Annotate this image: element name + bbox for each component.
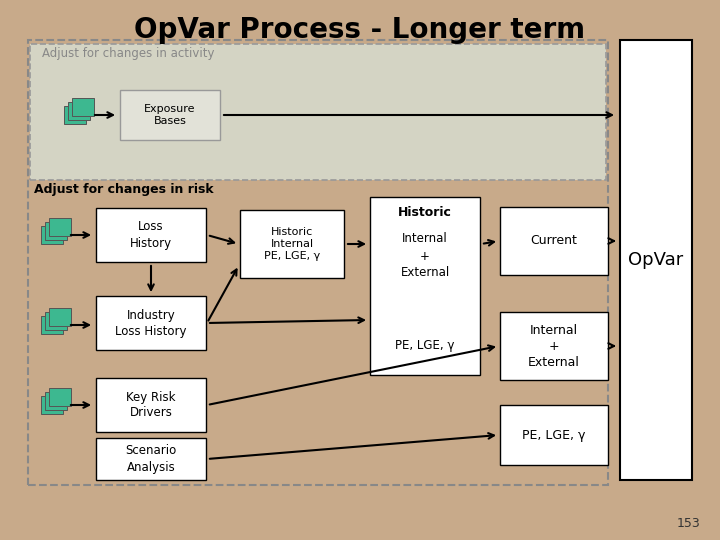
Bar — [49, 308, 71, 326]
Bar — [49, 388, 71, 406]
Bar — [96, 296, 206, 350]
Text: PE, LGE, γ: PE, LGE, γ — [522, 429, 586, 442]
Text: OpVar: OpVar — [629, 251, 683, 269]
Bar — [30, 44, 606, 180]
Bar — [68, 102, 90, 120]
Bar — [620, 40, 692, 480]
Bar — [45, 312, 67, 330]
Bar — [120, 90, 220, 140]
Text: Loss
History: Loss History — [130, 220, 172, 249]
Text: Key Risk
Drivers: Key Risk Drivers — [126, 390, 176, 420]
Bar — [41, 396, 63, 414]
Bar — [370, 197, 480, 375]
Bar — [500, 405, 608, 465]
Text: Adjust for changes in risk: Adjust for changes in risk — [34, 184, 214, 197]
Bar — [41, 316, 63, 334]
Bar — [49, 218, 71, 236]
Bar — [64, 106, 86, 124]
Text: PE, LGE, γ: PE, LGE, γ — [395, 339, 455, 352]
Bar — [240, 210, 344, 278]
Text: OpVar Process - Longer term: OpVar Process - Longer term — [135, 16, 585, 44]
Text: 153: 153 — [676, 517, 700, 530]
Bar — [96, 208, 206, 262]
Bar — [30, 44, 606, 180]
Bar — [72, 98, 94, 116]
Bar — [500, 312, 608, 380]
Text: Internal
+
External: Internal + External — [528, 323, 580, 368]
Bar — [28, 40, 608, 485]
Text: Historic
Internal
PE, LGE, γ: Historic Internal PE, LGE, γ — [264, 227, 320, 261]
Text: Current: Current — [531, 234, 577, 247]
Bar — [500, 207, 608, 275]
Bar — [96, 438, 206, 480]
Text: Adjust for changes in activity: Adjust for changes in activity — [42, 48, 215, 60]
Bar — [41, 226, 63, 244]
Text: Historic: Historic — [398, 206, 452, 219]
Bar — [96, 378, 206, 432]
Text: Internal
+
External: Internal + External — [400, 233, 449, 280]
Text: Exposure
Bases: Exposure Bases — [144, 104, 196, 126]
Text: Industry
Loss History: Industry Loss History — [115, 308, 186, 338]
Bar — [45, 222, 67, 240]
Bar — [45, 392, 67, 410]
Text: Scenario
Analysis: Scenario Analysis — [125, 444, 176, 474]
